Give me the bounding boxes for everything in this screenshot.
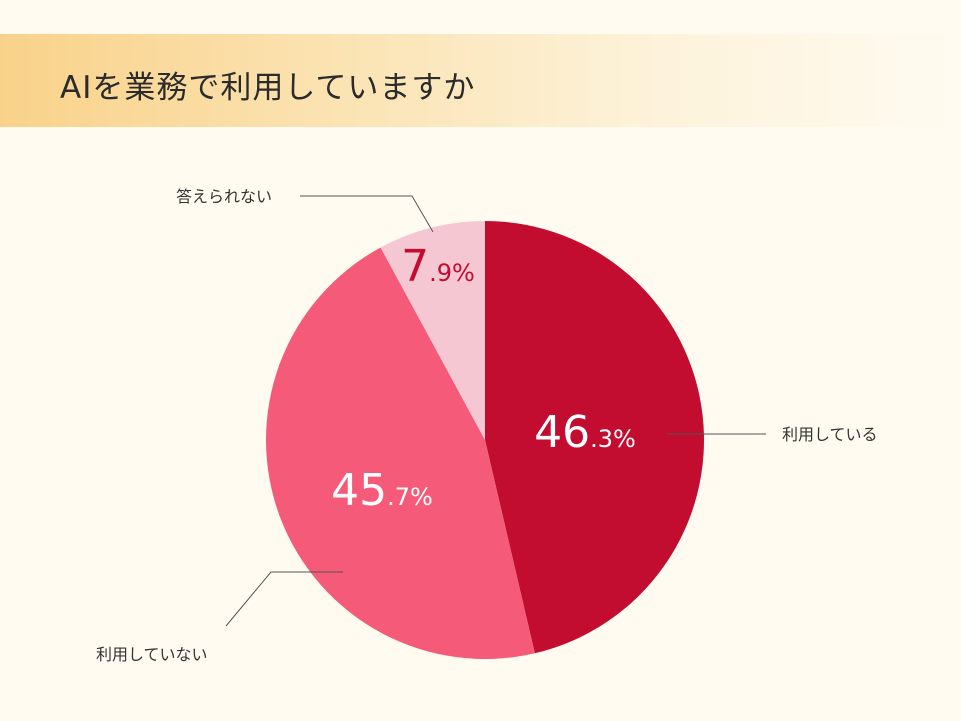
slice-category-label: 答えられない <box>176 187 272 206</box>
leader-line <box>225 571 343 627</box>
title-bar <box>0 34 961 127</box>
pie-labels: 46.3% 利用している 45.7% 利用していない 7.9% 答えられない <box>96 187 878 664</box>
pie-slices <box>266 221 704 659</box>
slice-no-answer <box>380 221 485 440</box>
leader-lines <box>225 195 766 627</box>
slice-value-label: 7.9% <box>401 241 475 292</box>
slice-category-label: 利用していない <box>96 645 208 664</box>
leader-line <box>300 195 434 233</box>
slice-value-label: 46.3% <box>534 407 636 458</box>
slice-value-label: 45.7% <box>331 465 433 516</box>
page-title: AIを業務で利用していますか <box>60 70 476 106</box>
slice-not-using <box>266 247 535 659</box>
slice-using <box>485 221 704 654</box>
slice-category-label: 利用している <box>782 425 878 444</box>
